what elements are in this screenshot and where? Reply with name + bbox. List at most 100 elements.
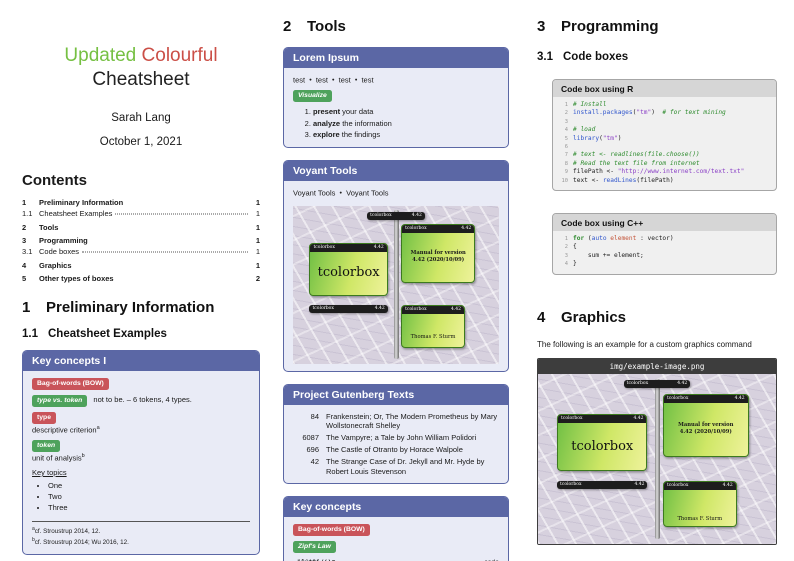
title-word-colourful: Colourful — [141, 45, 218, 66]
type-definition: descriptive criteriona — [32, 425, 100, 435]
page-title-line2: Cheatsheet — [92, 69, 190, 90]
poster-box-bar: tcolorbox 4.42 — [663, 481, 736, 490]
section-number: 1.1 — [22, 328, 38, 340]
toc-entry-preliminary-information[interactable]: 1 Preliminary Information 1 — [22, 198, 260, 207]
toc-num: 1.1 — [22, 209, 33, 218]
poster-pole — [654, 378, 660, 539]
dot-separator-icon — [328, 76, 339, 85]
section-title: Graphics — [561, 308, 627, 326]
toc-entry-other-boxes[interactable]: 5 Other types of boxes 2 — [22, 274, 260, 283]
page-title: Updated Colourful — [22, 44, 260, 68]
toc-page: 1 — [255, 236, 260, 245]
table-row: 42 The Strange Case of Dr. Jekyll and Mr… — [293, 457, 499, 476]
box-body: 84 Frankenstein; Or, The Modern Promethe… — [284, 405, 508, 484]
example-image-box: img/example-image.png tcolorbox 4.42 tcol… — [537, 357, 777, 545]
poster-main-box: tcolorbox 4.42 tcolorbox — [309, 243, 388, 296]
title-block: Updated Colourful Cheatsheet Sarah Lang … — [22, 44, 260, 148]
poster-author-name: Thomas F. Sturm — [677, 515, 723, 522]
toc-entry-programming[interactable]: 3 Programming 1 — [22, 236, 260, 245]
box-body: Bag-of-words (BOW) type vs. token not to… — [23, 371, 259, 554]
key-topics-list: One Two Three — [32, 481, 250, 513]
gutenberg-title: Frankenstein; Or, The Modern Prometheus … — [326, 411, 498, 431]
poster-bottom-bar: tcolorbox 4.42 — [557, 480, 648, 489]
graphics-intro-text: The following is an example for a custom… — [537, 339, 752, 349]
section-3-heading: 3 Programming — [537, 18, 777, 35]
voyant-link[interactable]: Voyant Tools — [346, 188, 389, 197]
list-item: One — [48, 481, 250, 491]
footnotes: acf. Stroustrup 2014, 12. bcf. Stroustru… — [32, 521, 250, 547]
code-box-title: Code box using C++ — [553, 214, 776, 232]
command-description: code — [484, 558, 499, 561]
poster-main-title: tcolorbox — [317, 265, 380, 281]
badge-visualize: Visualize — [293, 90, 332, 102]
toc-leader-dots — [82, 251, 248, 253]
section-2-heading: 2 Tools — [283, 18, 509, 35]
poster-manual-text: Manual for version 4.42 (2020/10/09) — [410, 250, 466, 264]
box-body: testtesttesttest Visualize present your … — [284, 68, 508, 147]
list-item: present your data — [313, 107, 499, 117]
poster-pole — [393, 210, 399, 359]
badge-zipfs-law: Zipf's Law — [293, 541, 336, 553]
toc-page: 1 — [255, 247, 260, 256]
badge-type: type — [32, 412, 56, 424]
toc-label: Preliminary Information — [39, 198, 124, 207]
toc-label: Graphics — [39, 260, 72, 270]
list-item: Two — [48, 492, 250, 502]
poster-manual-box: tcolorbox 4.42 Manual for version 4.42 (2… — [662, 394, 749, 457]
voyant-tools-box: Voyant Tools Voyant Tools Voyant Tools tc… — [283, 159, 509, 372]
dot-separator-icon — [335, 188, 346, 197]
toc-page: 1 — [255, 198, 260, 207]
toc-entry-graphics[interactable]: 4 Graphics 1 — [22, 261, 260, 270]
toc-page: 1 — [255, 222, 260, 232]
section-title: Programming — [561, 18, 659, 35]
test-items-line: testtesttesttest — [293, 75, 499, 85]
box-title: Key concepts I — [23, 351, 259, 371]
r-code-box: Code box using R 1 # Install 2 install.pack… — [552, 79, 777, 192]
poster-main-box: tcolorbox 4.42 tcolorbox — [557, 414, 648, 471]
steps-list: present your data analyze the informatio… — [293, 107, 499, 140]
table-of-contents: 1 Preliminary Information 1 1.1 Cheatshe… — [22, 198, 260, 283]
command-line: _äâý†ß&/()@ code — [293, 558, 499, 561]
toc-num: 2 — [22, 222, 27, 232]
table-row: 696 The Castle of Otranto by Horace Walp… — [293, 445, 499, 455]
section-title: Code boxes — [563, 51, 629, 63]
toc-entry-tools[interactable]: 2 Tools 1 — [22, 223, 260, 232]
gutenberg-id: 696 — [306, 445, 319, 454]
section-1-heading: 1 Preliminary Information — [22, 299, 260, 316]
section-number: 3.1 — [537, 51, 553, 63]
toc-label: Other types of boxes — [39, 274, 114, 283]
badge-bag-of-words: Bag-of-words (BOW) — [293, 524, 370, 536]
column-middle: 2 Tools Lorem Ipsum testtesttesttest Visu… — [283, 0, 509, 561]
code-box-title: Code box using R — [553, 80, 776, 97]
section-number: 3 — [537, 18, 546, 35]
footnote-marker-a: a — [96, 425, 100, 431]
toc-label: Tools — [39, 222, 59, 232]
toc-entry-code-boxes[interactable]: 3.1 Code boxes 1 — [22, 247, 260, 256]
box-body: Bag-of-words (BOW) Zipf's Law _äâý†ß&/()… — [284, 517, 508, 561]
poster-box-bar: tcolorbox 4.42 — [663, 395, 748, 404]
toc-label: Programming — [39, 236, 88, 245]
tcolorbox-poster-image: tcolorbox 4.42 tcolorbox 4.42 Manual for v… — [293, 205, 499, 364]
poster-manual-box: tcolorbox 4.42 Manual for version 4.42 (2… — [401, 224, 476, 283]
command-text: _äâý†ß&/()@ — [293, 558, 335, 561]
toc-leader-dots — [115, 213, 248, 215]
poster-box-bar: tcolorbox 4.42 — [402, 306, 464, 315]
key-concepts-2-box: Key concepts Bag-of-words (BOW) Zipf's L… — [283, 496, 509, 561]
list-item: explore the findings — [313, 130, 499, 140]
section-title: Cheatsheet Examples — [48, 328, 167, 340]
poster-bottom-bar: tcolorbox 4.42 — [309, 305, 388, 314]
cpp-code-box: Code box using C++ 1 for (auto element : … — [552, 213, 777, 275]
voyant-link[interactable]: Voyant Tools — [293, 188, 336, 197]
toc-num: 5 — [22, 274, 27, 283]
poster-box-bar: tcolorbox 4.42 — [558, 415, 647, 424]
poster-author-name: Thomas F. Sturm — [410, 334, 456, 341]
toc-entry-cheatsheet-examples[interactable]: 1.1 Cheatsheet Examples 1 — [22, 209, 260, 218]
poster-top-bar: tcolorbox 4.42 — [623, 380, 691, 389]
section-number: 1 — [22, 299, 31, 316]
key-concepts-1-box: Key concepts I Bag-of-words (BOW) type v… — [22, 350, 260, 556]
footnote-marker-b: b — [81, 453, 85, 459]
type-token-example-text: not to be. – 6 tokens, 4 types. — [93, 395, 192, 404]
box-title: Lorem Ipsum — [284, 48, 508, 68]
box-title: Voyant Tools — [284, 160, 508, 181]
gutenberg-id: 84 — [310, 411, 319, 421]
